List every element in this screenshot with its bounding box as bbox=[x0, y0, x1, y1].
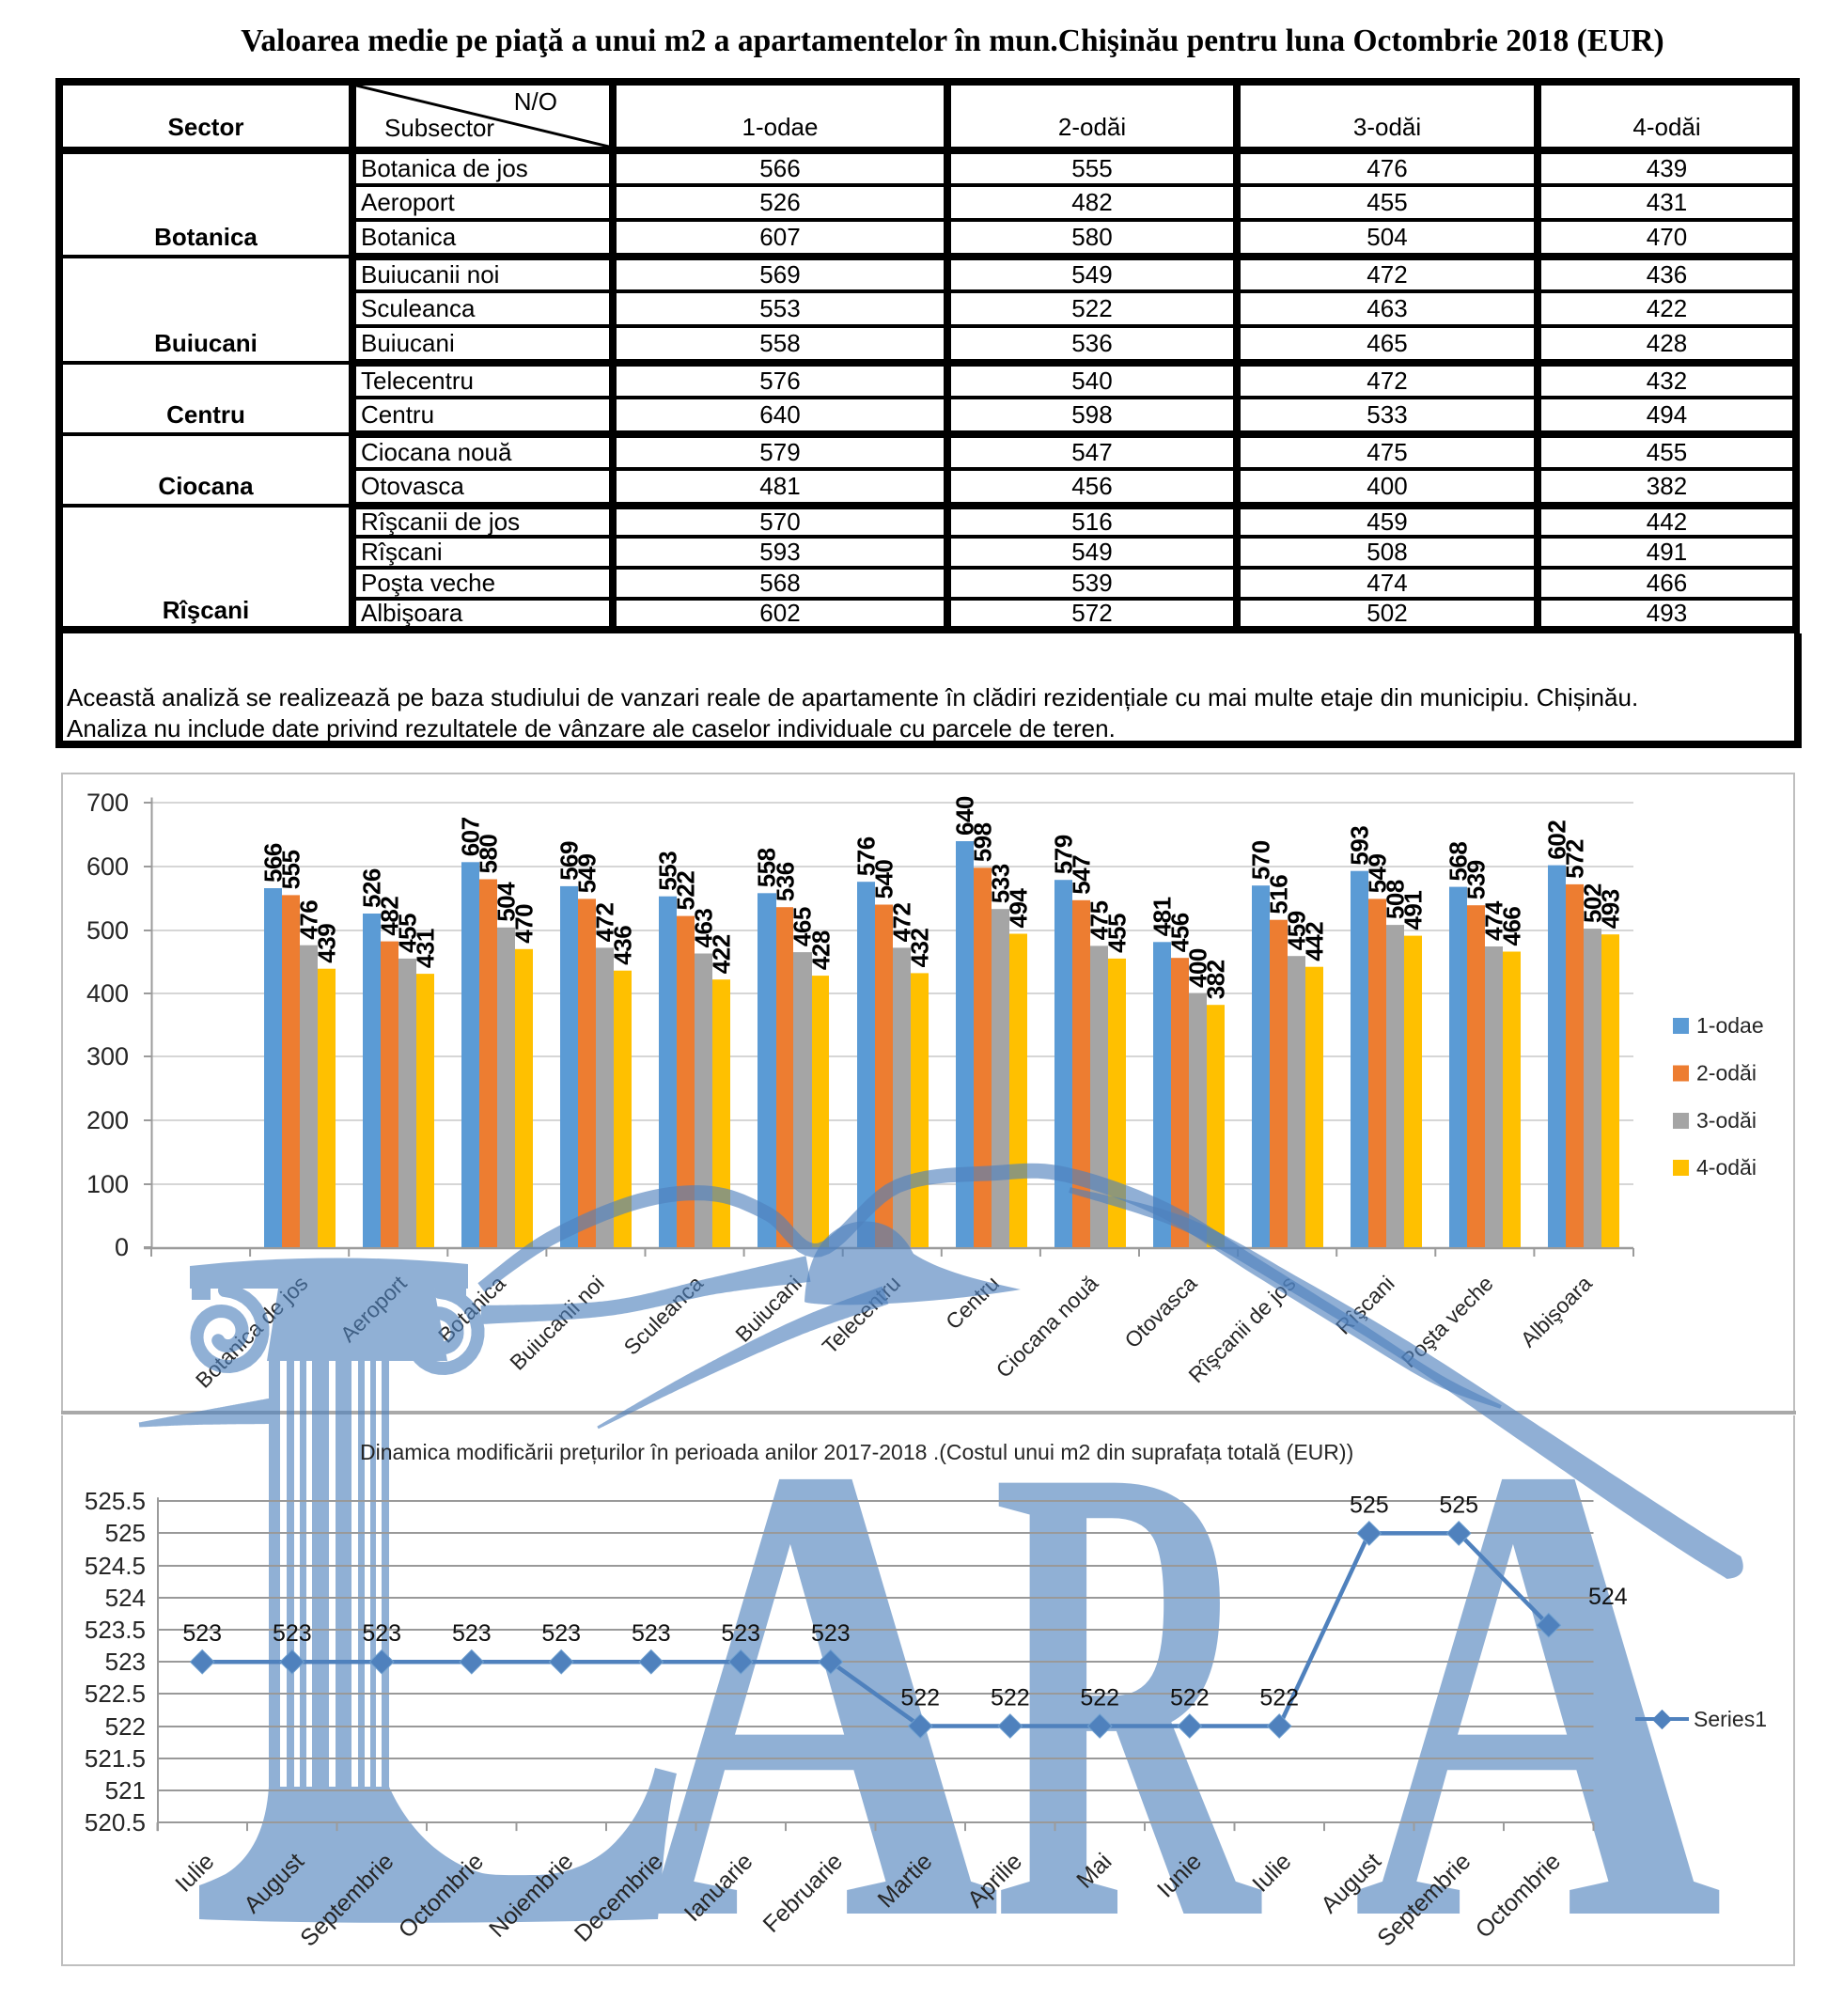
svg-text:508: 508 bbox=[1382, 880, 1410, 919]
svg-text:539: 539 bbox=[1462, 860, 1491, 899]
svg-text:700: 700 bbox=[86, 789, 129, 817]
svg-text:Dinamica modificării prețurilo: Dinamica modificării prețurilor în perio… bbox=[360, 1440, 1353, 1464]
svg-text:549: 549 bbox=[1364, 853, 1392, 893]
svg-text:526: 526 bbox=[358, 868, 386, 908]
svg-text:572: 572 bbox=[1561, 839, 1589, 879]
svg-text:382: 382 bbox=[1202, 960, 1230, 999]
svg-text:400: 400 bbox=[1184, 948, 1212, 988]
svg-text:522: 522 bbox=[991, 1685, 1030, 1711]
svg-text:1-odae: 1-odae bbox=[1696, 1013, 1764, 1038]
svg-text:504: 504 bbox=[492, 882, 521, 922]
svg-text:522: 522 bbox=[672, 871, 700, 911]
svg-text:525: 525 bbox=[1439, 1492, 1478, 1518]
svg-text:3-odăi: 3-odăi bbox=[1696, 1108, 1757, 1133]
svg-text:523: 523 bbox=[182, 1620, 222, 1647]
svg-text:A: A bbox=[630, 1415, 1000, 1966]
svg-text:455: 455 bbox=[394, 914, 422, 953]
svg-text:522: 522 bbox=[1259, 1685, 1299, 1711]
svg-text:432: 432 bbox=[906, 928, 934, 967]
svg-text:523: 523 bbox=[452, 1620, 492, 1647]
svg-text:428: 428 bbox=[807, 930, 836, 970]
svg-text:521.5: 521.5 bbox=[85, 1744, 146, 1773]
svg-text:602: 602 bbox=[1543, 820, 1571, 860]
svg-text:524.5: 524.5 bbox=[85, 1552, 146, 1580]
svg-text:431: 431 bbox=[412, 929, 440, 968]
svg-text:555: 555 bbox=[277, 850, 305, 889]
svg-text:475: 475 bbox=[1085, 900, 1114, 940]
svg-text:549: 549 bbox=[573, 853, 601, 893]
svg-text:569: 569 bbox=[555, 841, 584, 881]
svg-text:547: 547 bbox=[1068, 855, 1096, 895]
svg-text:400: 400 bbox=[86, 979, 129, 1008]
svg-text:494: 494 bbox=[1005, 888, 1033, 929]
svg-text:579: 579 bbox=[1050, 835, 1078, 874]
svg-text:607: 607 bbox=[457, 817, 485, 856]
svg-text:472: 472 bbox=[591, 902, 619, 942]
svg-text:568: 568 bbox=[1445, 842, 1473, 882]
svg-text:523: 523 bbox=[632, 1620, 671, 1647]
svg-text:439: 439 bbox=[313, 924, 341, 963]
svg-text:576: 576 bbox=[852, 836, 881, 876]
svg-text:0: 0 bbox=[115, 1233, 129, 1261]
svg-text:474: 474 bbox=[1480, 900, 1508, 941]
svg-text:R: R bbox=[992, 1415, 1263, 1966]
svg-text:540: 540 bbox=[870, 860, 898, 899]
svg-text:570: 570 bbox=[1247, 840, 1275, 880]
svg-text:523: 523 bbox=[721, 1620, 760, 1647]
svg-text:491: 491 bbox=[1399, 891, 1428, 930]
svg-text:463: 463 bbox=[690, 909, 718, 948]
svg-text:470: 470 bbox=[510, 904, 539, 944]
svg-text:522: 522 bbox=[1170, 1685, 1210, 1711]
svg-text:536: 536 bbox=[772, 862, 800, 901]
svg-text:4-odăi: 4-odăi bbox=[1696, 1155, 1757, 1180]
svg-text:482: 482 bbox=[376, 897, 404, 936]
svg-text:558: 558 bbox=[753, 848, 781, 887]
svg-text:522: 522 bbox=[1080, 1685, 1119, 1711]
svg-text:580: 580 bbox=[475, 835, 503, 874]
svg-text:200: 200 bbox=[86, 1106, 129, 1134]
svg-text:598: 598 bbox=[969, 822, 997, 862]
svg-text:2-odăi: 2-odăi bbox=[1696, 1061, 1757, 1086]
svg-text:465: 465 bbox=[789, 907, 817, 946]
svg-text:466: 466 bbox=[1498, 907, 1526, 946]
svg-text:436: 436 bbox=[609, 926, 637, 965]
svg-text:476: 476 bbox=[295, 900, 323, 940]
svg-text:524: 524 bbox=[105, 1584, 146, 1612]
svg-text:523.5: 523.5 bbox=[85, 1616, 146, 1644]
svg-text:553: 553 bbox=[654, 852, 682, 891]
svg-text:516: 516 bbox=[1265, 875, 1293, 914]
svg-text:523: 523 bbox=[811, 1620, 851, 1647]
svg-text:100: 100 bbox=[86, 1170, 129, 1198]
svg-text:640: 640 bbox=[951, 796, 979, 836]
svg-text:472: 472 bbox=[888, 902, 916, 942]
svg-text:459: 459 bbox=[1283, 911, 1311, 950]
svg-text:566: 566 bbox=[259, 843, 288, 883]
svg-text:442: 442 bbox=[1301, 922, 1329, 961]
svg-text:522: 522 bbox=[900, 1685, 940, 1711]
svg-text:523: 523 bbox=[541, 1620, 581, 1647]
svg-text:521: 521 bbox=[105, 1776, 146, 1805]
svg-text:502: 502 bbox=[1579, 883, 1607, 923]
svg-text:600: 600 bbox=[86, 852, 129, 881]
svg-text:523: 523 bbox=[273, 1620, 312, 1647]
svg-text:300: 300 bbox=[86, 1042, 129, 1071]
svg-text:520.5: 520.5 bbox=[85, 1808, 146, 1836]
svg-text:525: 525 bbox=[105, 1519, 146, 1547]
svg-text:522: 522 bbox=[105, 1712, 146, 1741]
svg-text:455: 455 bbox=[1103, 914, 1132, 953]
svg-text:481: 481 bbox=[1148, 897, 1177, 936]
svg-text:523: 523 bbox=[362, 1620, 401, 1647]
svg-text:422: 422 bbox=[708, 934, 736, 974]
svg-text:533: 533 bbox=[987, 864, 1015, 903]
svg-text:500: 500 bbox=[86, 916, 129, 945]
svg-text:525: 525 bbox=[1350, 1492, 1389, 1518]
svg-text:523: 523 bbox=[105, 1648, 146, 1676]
svg-text:525.5: 525.5 bbox=[85, 1487, 146, 1515]
svg-text:493: 493 bbox=[1597, 889, 1625, 929]
svg-text:524: 524 bbox=[1588, 1584, 1628, 1610]
svg-text:593: 593 bbox=[1346, 826, 1374, 866]
svg-text:522.5: 522.5 bbox=[85, 1680, 146, 1708]
svg-text:Series1: Series1 bbox=[1694, 1707, 1767, 1731]
svg-text:456: 456 bbox=[1166, 913, 1195, 952]
